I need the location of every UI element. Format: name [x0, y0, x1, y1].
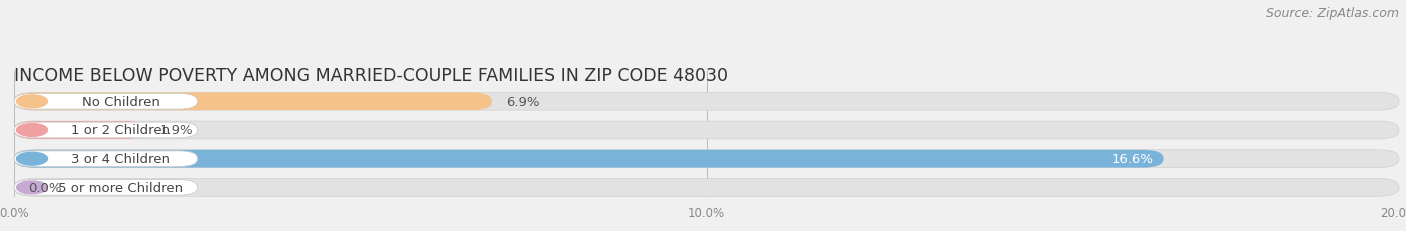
FancyBboxPatch shape	[14, 93, 492, 111]
Text: INCOME BELOW POVERTY AMONG MARRIED-COUPLE FAMILIES IN ZIP CODE 48030: INCOME BELOW POVERTY AMONG MARRIED-COUPL…	[14, 67, 728, 85]
FancyBboxPatch shape	[14, 150, 1164, 168]
Text: Source: ZipAtlas.com: Source: ZipAtlas.com	[1265, 7, 1399, 20]
Text: No Children: No Children	[82, 95, 160, 108]
FancyBboxPatch shape	[14, 94, 198, 110]
FancyBboxPatch shape	[14, 123, 198, 138]
FancyBboxPatch shape	[14, 122, 146, 139]
Circle shape	[17, 124, 48, 137]
FancyBboxPatch shape	[14, 180, 198, 195]
Text: 5 or more Children: 5 or more Children	[59, 181, 184, 194]
Text: 6.9%: 6.9%	[506, 95, 540, 108]
Circle shape	[17, 153, 48, 165]
Text: 3 or 4 Children: 3 or 4 Children	[72, 152, 170, 165]
Circle shape	[17, 95, 48, 108]
FancyBboxPatch shape	[14, 151, 198, 167]
FancyBboxPatch shape	[14, 93, 1399, 111]
Text: 16.6%: 16.6%	[1111, 152, 1153, 165]
FancyBboxPatch shape	[14, 179, 1399, 196]
FancyBboxPatch shape	[14, 150, 1399, 168]
FancyBboxPatch shape	[14, 122, 1399, 139]
Circle shape	[17, 181, 48, 194]
Text: 1 or 2 Children: 1 or 2 Children	[72, 124, 170, 137]
Text: 1.9%: 1.9%	[159, 124, 193, 137]
Text: 0.0%: 0.0%	[28, 181, 62, 194]
